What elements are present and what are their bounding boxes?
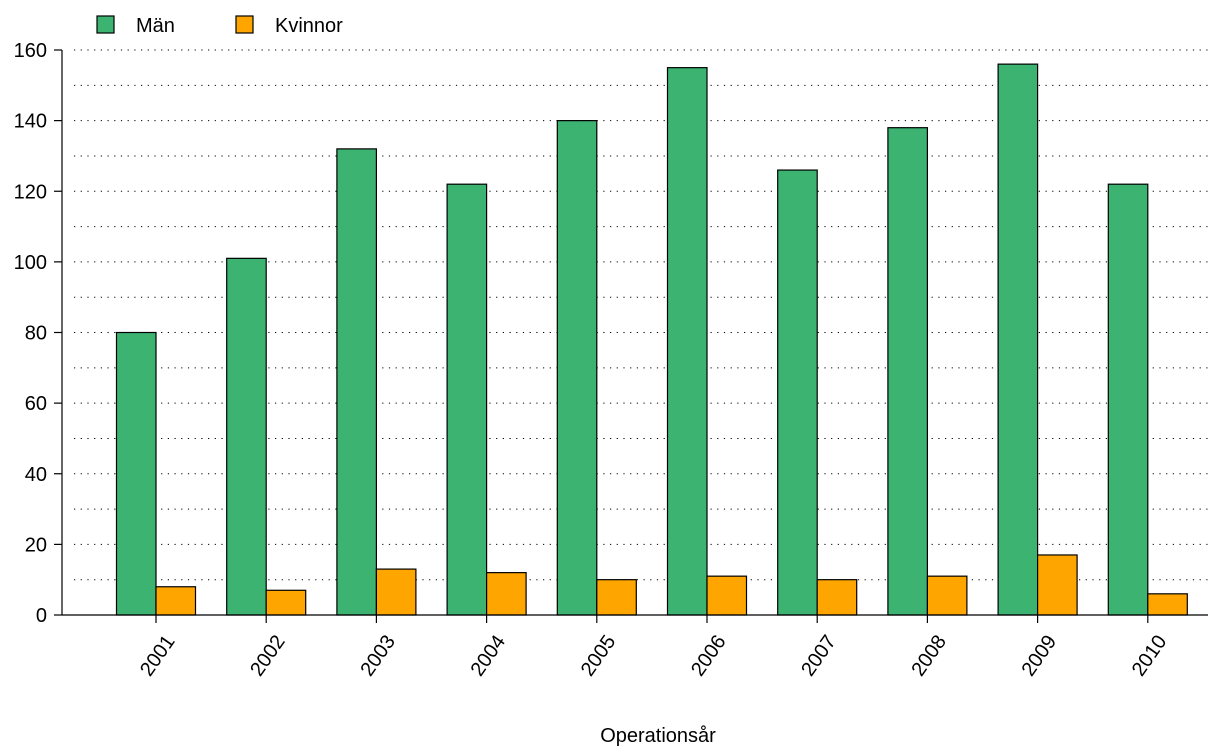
legend: Män Kvinnor	[97, 15, 343, 37]
y-tick-label: 20	[25, 534, 47, 556]
legend-label: Kvinnor	[275, 15, 343, 37]
x-tick-label: 2006	[687, 631, 731, 680]
x-tick-label: 2008	[907, 631, 951, 680]
bar-kvinnor	[927, 576, 967, 615]
x-tick-label: 2010	[1128, 631, 1172, 680]
x-tick-label: 2004	[467, 631, 511, 680]
bar-kvinnor	[156, 587, 196, 615]
x-tick-label: 2009	[1018, 631, 1062, 680]
x-tick-label: 2002	[246, 631, 290, 680]
bar-man	[1108, 184, 1148, 615]
x-tick-label: 2003	[356, 631, 400, 680]
y-tick-label: 0	[36, 605, 47, 627]
bar-man	[778, 170, 818, 615]
x-axis-title: Operationsår	[600, 725, 716, 747]
bar-man	[557, 121, 597, 615]
legend-swatch	[236, 16, 253, 33]
legend-swatch	[97, 16, 114, 33]
y-tick-label: 40	[25, 464, 47, 486]
y-tick-label: 120	[14, 181, 47, 203]
bar-man	[998, 64, 1038, 615]
bar-kvinnor	[487, 573, 526, 615]
x-tick-label: 2007	[797, 631, 841, 680]
y-tick-label: 160	[14, 40, 47, 62]
x-axis: 2001 2002 2003 2004 2005 2006 2007 2008 2009 2010	[62, 615, 1208, 680]
y-tick-label: 140	[14, 111, 47, 133]
bar-kvinnor	[376, 569, 416, 615]
y-tick-label: 100	[14, 252, 47, 274]
y-tick-label: 60	[25, 393, 47, 415]
bar-man	[227, 258, 267, 615]
legend-label: Män	[136, 15, 175, 37]
x-tick-label: 2001	[136, 631, 180, 680]
bar-man	[668, 68, 708, 615]
bar-kvinnor	[266, 590, 306, 615]
bar-kvinnor	[707, 576, 747, 615]
x-tick-label: 2005	[577, 631, 621, 680]
y-tick-label: 80	[25, 323, 47, 345]
bar-kvinnor	[1148, 594, 1188, 615]
bar-kvinnor	[817, 580, 857, 615]
bars	[117, 64, 1188, 615]
bar-kvinnor	[1038, 555, 1078, 615]
y-axis: 0 20 40 60 80 100 120 140 160	[14, 40, 62, 627]
bar-man	[337, 149, 377, 615]
bar-kvinnor	[597, 580, 637, 615]
bar-man	[888, 128, 928, 615]
bar-man	[117, 333, 157, 616]
bar-man	[447, 184, 487, 615]
